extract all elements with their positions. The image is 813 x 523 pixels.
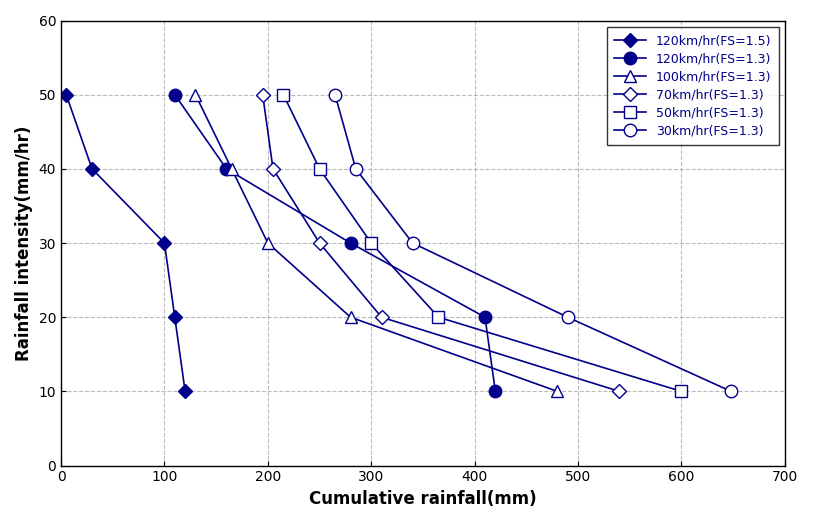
100km/hr(FS=1.3) [346,314,355,321]
Line: 50km/hr(FS=1.3): 50km/hr(FS=1.3) [278,89,687,397]
120km/hr(FS=1.3) [170,92,180,98]
30km/hr(FS=1.3) [351,166,361,172]
70km/hr(FS=1.3) [258,92,267,98]
120km/hr(FS=1.3) [490,388,500,394]
100km/hr(FS=1.3) [227,166,237,172]
100km/hr(FS=1.3) [553,388,563,394]
120km/hr(FS=1.3) [222,166,232,172]
120km/hr(FS=1.5) [87,166,97,172]
30km/hr(FS=1.3) [330,92,340,98]
120km/hr(FS=1.3) [346,240,355,246]
Y-axis label: Rainfall intensity(mm/hr): Rainfall intensity(mm/hr) [15,126,33,361]
70km/hr(FS=1.3) [268,166,278,172]
120km/hr(FS=1.5) [180,388,190,394]
120km/hr(FS=1.5) [170,314,180,321]
50km/hr(FS=1.3) [433,314,443,321]
70km/hr(FS=1.3) [376,314,386,321]
Legend: 120km/hr(FS=1.5), 120km/hr(FS=1.3), 100km/hr(FS=1.3), 70km/hr(FS=1.3), 50km/hr(F: 120km/hr(FS=1.5), 120km/hr(FS=1.3), 100k… [606,27,779,145]
100km/hr(FS=1.3) [190,92,200,98]
Line: 120km/hr(FS=1.5): 120km/hr(FS=1.5) [61,90,190,396]
30km/hr(FS=1.3) [726,388,736,394]
70km/hr(FS=1.3) [315,240,324,246]
30km/hr(FS=1.3) [563,314,572,321]
Line: 30km/hr(FS=1.3): 30km/hr(FS=1.3) [328,88,737,397]
50km/hr(FS=1.3) [367,240,376,246]
120km/hr(FS=1.5) [61,92,71,98]
Line: 70km/hr(FS=1.3): 70km/hr(FS=1.3) [258,90,624,396]
50km/hr(FS=1.3) [279,92,289,98]
50km/hr(FS=1.3) [676,388,686,394]
50km/hr(FS=1.3) [315,166,324,172]
120km/hr(FS=1.5) [159,240,169,246]
100km/hr(FS=1.3) [263,240,272,246]
Line: 120km/hr(FS=1.3): 120km/hr(FS=1.3) [168,88,502,397]
X-axis label: Cumulative rainfall(mm): Cumulative rainfall(mm) [309,490,537,508]
120km/hr(FS=1.3) [480,314,490,321]
Line: 100km/hr(FS=1.3): 100km/hr(FS=1.3) [190,89,563,397]
70km/hr(FS=1.3) [615,388,624,394]
30km/hr(FS=1.3) [408,240,418,246]
